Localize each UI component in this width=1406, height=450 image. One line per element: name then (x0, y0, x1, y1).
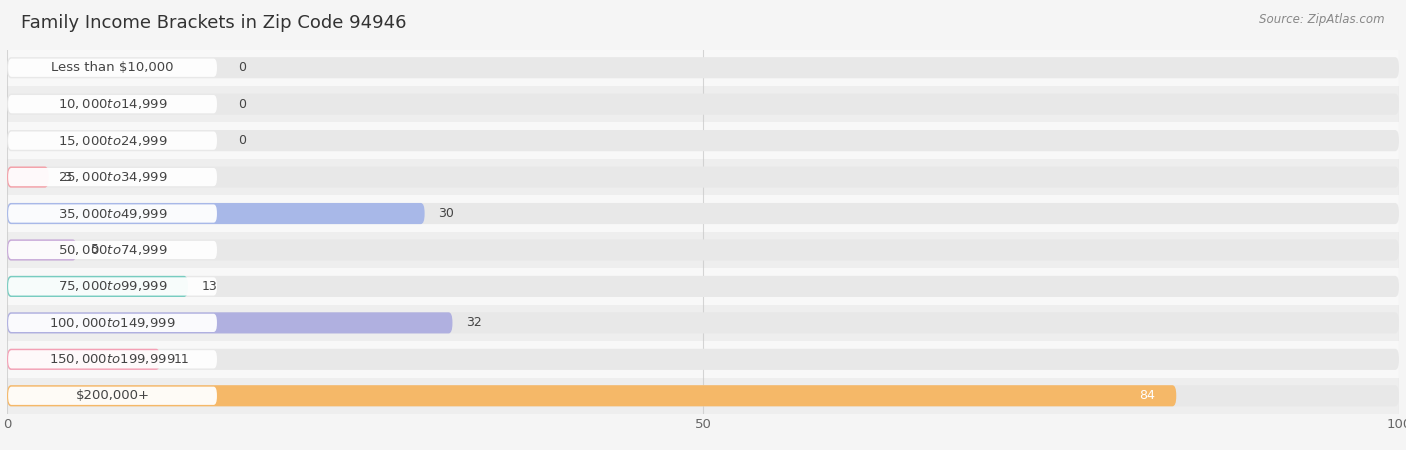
Text: $25,000 to $34,999: $25,000 to $34,999 (58, 170, 167, 184)
Bar (7, 378, 1399, 414)
FancyBboxPatch shape (8, 350, 217, 369)
Bar (7, 305, 1399, 341)
Text: $15,000 to $24,999: $15,000 to $24,999 (58, 134, 167, 148)
Bar (7, 50, 1399, 86)
Bar (7, 268, 1399, 305)
FancyBboxPatch shape (7, 349, 1399, 370)
Bar (7, 232, 1399, 268)
FancyBboxPatch shape (7, 203, 1399, 224)
Text: 32: 32 (467, 316, 482, 329)
FancyBboxPatch shape (8, 314, 217, 332)
FancyBboxPatch shape (7, 312, 453, 333)
Bar (7, 86, 1399, 122)
Bar (7, 122, 1399, 159)
FancyBboxPatch shape (8, 241, 217, 259)
FancyBboxPatch shape (7, 276, 1399, 297)
FancyBboxPatch shape (7, 385, 1177, 406)
FancyBboxPatch shape (7, 239, 77, 261)
Bar (7, 159, 1399, 195)
FancyBboxPatch shape (8, 277, 217, 296)
Text: 5: 5 (90, 243, 98, 256)
Text: $50,000 to $74,999: $50,000 to $74,999 (58, 243, 167, 257)
Text: Source: ZipAtlas.com: Source: ZipAtlas.com (1260, 14, 1385, 27)
FancyBboxPatch shape (7, 130, 1399, 151)
Text: 84: 84 (1139, 389, 1156, 402)
FancyBboxPatch shape (7, 166, 49, 188)
Text: 30: 30 (439, 207, 454, 220)
FancyBboxPatch shape (7, 312, 1399, 333)
Text: $10,000 to $14,999: $10,000 to $14,999 (58, 97, 167, 111)
FancyBboxPatch shape (7, 94, 1399, 115)
FancyBboxPatch shape (7, 203, 425, 224)
Text: Less than $10,000: Less than $10,000 (51, 61, 174, 74)
FancyBboxPatch shape (7, 57, 1399, 78)
FancyBboxPatch shape (7, 166, 1399, 188)
Text: 0: 0 (238, 134, 246, 147)
FancyBboxPatch shape (8, 95, 217, 113)
Text: $150,000 to $199,999: $150,000 to $199,999 (49, 352, 176, 366)
Bar (7, 195, 1399, 232)
Bar (7, 341, 1399, 378)
Text: 13: 13 (202, 280, 218, 293)
Text: 0: 0 (238, 98, 246, 111)
FancyBboxPatch shape (8, 387, 217, 405)
Text: 3: 3 (63, 171, 70, 184)
FancyBboxPatch shape (7, 349, 160, 370)
Text: $100,000 to $149,999: $100,000 to $149,999 (49, 316, 176, 330)
FancyBboxPatch shape (8, 168, 217, 186)
Text: $75,000 to $99,999: $75,000 to $99,999 (58, 279, 167, 293)
FancyBboxPatch shape (7, 239, 1399, 261)
Text: 11: 11 (174, 353, 190, 366)
Text: $200,000+: $200,000+ (76, 389, 149, 402)
FancyBboxPatch shape (8, 131, 217, 150)
FancyBboxPatch shape (7, 276, 188, 297)
Text: Family Income Brackets in Zip Code 94946: Family Income Brackets in Zip Code 94946 (21, 14, 406, 32)
Text: $35,000 to $49,999: $35,000 to $49,999 (58, 207, 167, 220)
FancyBboxPatch shape (8, 204, 217, 223)
Text: 0: 0 (238, 61, 246, 74)
FancyBboxPatch shape (7, 385, 1399, 406)
FancyBboxPatch shape (8, 58, 217, 77)
